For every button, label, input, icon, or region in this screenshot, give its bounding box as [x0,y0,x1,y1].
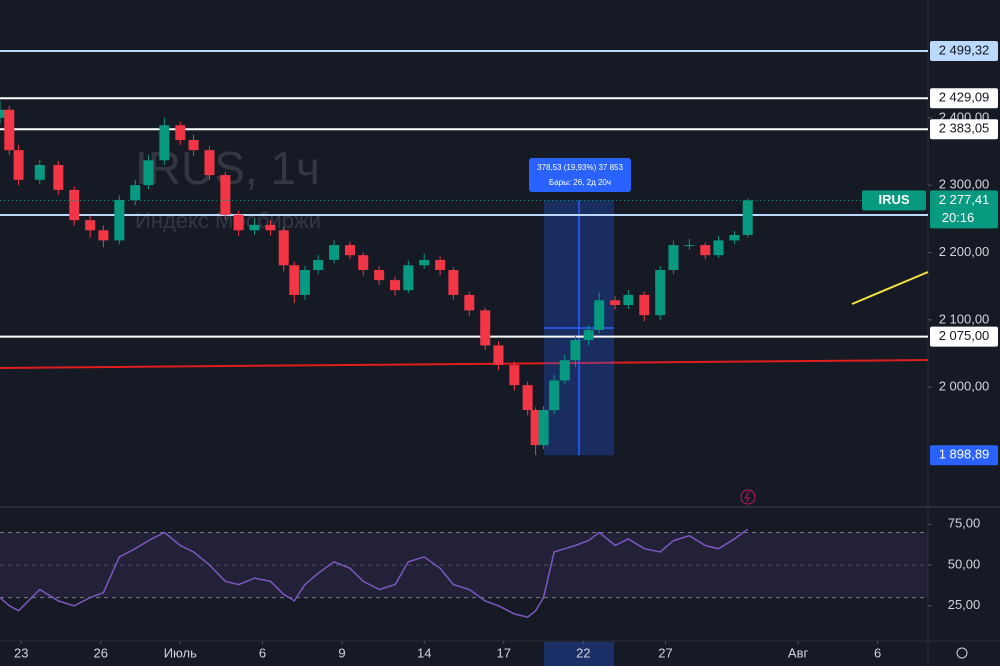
candle-body [204,150,215,176]
price-line-tag [930,119,998,140]
x-tick-label: 17 [497,645,511,660]
candle-body [358,255,369,271]
candle-body [114,199,125,241]
candle-body [509,364,520,386]
candle-body [570,340,581,361]
candle-body [610,300,621,306]
measure-tooltip [529,158,631,192]
candle-body [143,160,154,186]
candle-body [419,259,430,266]
candle-body [668,245,679,271]
candle-body [329,245,340,260]
candle-body [289,265,300,295]
candle-body [390,280,401,291]
candle-body [188,140,199,151]
candle-body [742,200,753,235]
rsi-y-tick-label: 25,00 [948,597,981,612]
candle-body [175,125,186,141]
candle-body [4,109,15,151]
x-tick-label: 9 [338,645,345,660]
price-line-tag [930,326,998,347]
last-price-tag [930,190,998,229]
measure-low-label: 1 898,89 [939,447,990,462]
rsi-y-tick-label: 50,00 [948,556,981,571]
rsi-line [0,528,749,619]
y-tick-label: 2 200,00 [939,244,990,259]
candle-body [684,245,695,247]
candle-body [265,224,276,231]
trend-line [0,359,929,369]
candle-body [13,150,24,180]
y-tick-label: 2 000,00 [939,379,990,394]
candle-body [594,300,605,330]
candle-body [233,214,244,231]
candle-body [53,164,64,190]
candle-body [299,270,310,295]
y-tick-label: 2 300,00 [939,177,990,192]
candle-body [538,410,549,446]
symbol-tag [862,190,926,211]
x-tick-label: 6 [259,645,266,660]
candle-body [403,265,414,291]
candle-body [0,109,5,118]
candle-body [639,294,650,316]
candle-body [549,380,560,411]
x-tick-label: Июль [164,645,197,660]
candle-body [729,234,740,241]
x-tick-label: Авг [788,645,809,660]
x-tick-label: 27 [658,645,672,660]
candle-body [448,270,459,295]
measure-bars: Бары: 26, 2д 20ч [549,178,611,187]
x-tick-label: 26 [94,645,108,660]
measure-low-tag [930,445,998,466]
countdown: 20:16 [942,210,975,225]
last-price-label: 2 277,41 [939,192,990,207]
candle-body [34,164,45,180]
price-line-label: 2 075,00 [939,328,990,343]
candle-body [344,245,355,256]
candle-body [493,345,504,365]
x-tick-label: 23 [14,645,28,660]
x-tick-label: 6 [874,645,881,660]
price-line-tag [930,40,998,61]
candle-body [522,385,533,411]
symbol-name: IRUS [878,192,909,207]
candle-body [85,220,96,231]
price-line-label: 2 383,05 [939,121,990,136]
rsi-y-tick-label: 75,00 [948,516,981,531]
candle-body [69,189,80,221]
candle-body [713,240,724,256]
candle-body [130,185,141,200]
candle-body [480,310,491,346]
candle-body [313,259,324,271]
candle-body [623,294,634,306]
event-icon-bolt [744,491,750,503]
settings-icon[interactable] [956,647,968,659]
candle-body [98,230,109,241]
measure-label: 378,53 (19,93%) 37 853 [537,163,623,172]
price-line-label: 2 499,32 [939,42,990,57]
candle-body [159,125,170,161]
event-icon[interactable] [740,489,756,505]
x-tick-label: 22 [576,645,590,660]
candle-body [655,270,666,316]
x-tick-label: 14 [417,645,431,660]
candle-body [278,230,289,266]
candle-body [700,245,711,256]
price-line-label: 2 429,09 [939,90,990,105]
candle-body [559,360,570,381]
candle-body [530,410,541,446]
candle-body [464,294,475,311]
time-highlight [544,642,614,666]
y-tick-label: 2 100,00 [939,311,990,326]
candle-body [249,224,260,231]
yellow-line [851,271,929,305]
candle-body [435,259,446,271]
candle-body [374,270,385,281]
price-line-tag [930,88,998,109]
candle-body [583,329,594,341]
candle-body [220,175,231,215]
